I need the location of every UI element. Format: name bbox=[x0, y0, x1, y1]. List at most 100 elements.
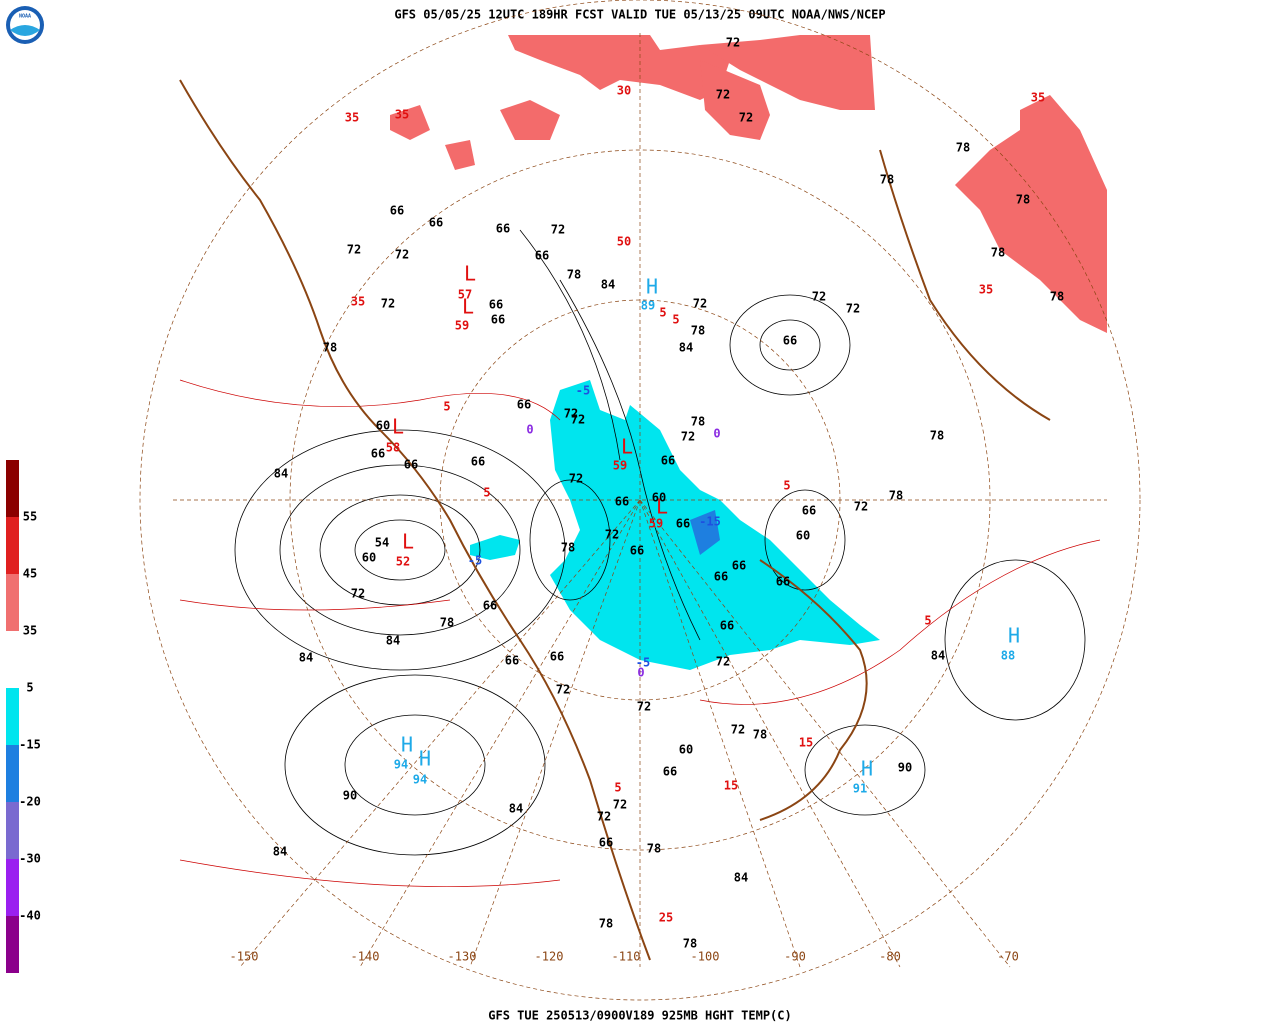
height-label: 66 bbox=[661, 454, 675, 468]
cold-label: 0 bbox=[526, 423, 533, 437]
center-value: 59 bbox=[649, 517, 663, 531]
height-label: 72 bbox=[739, 111, 753, 125]
center-symbol: H bbox=[861, 757, 873, 781]
height-label: 72 bbox=[731, 723, 745, 737]
color-swatch bbox=[6, 574, 19, 631]
height-label: 66 bbox=[491, 313, 505, 327]
height-label: 66 bbox=[489, 298, 503, 312]
longitude-label: -130 bbox=[448, 950, 477, 964]
height-label: 72 bbox=[726, 36, 740, 50]
height-label: 66 bbox=[599, 836, 613, 850]
color-swatch bbox=[6, 517, 19, 574]
temperature-label: 30 bbox=[617, 84, 631, 98]
height-label: 78 bbox=[691, 415, 705, 429]
color-swatch bbox=[6, 745, 19, 802]
height-label: 72 bbox=[716, 88, 730, 102]
height-label: 72 bbox=[854, 500, 868, 514]
center-value: 88 bbox=[1001, 649, 1015, 663]
height-label: 72 bbox=[347, 243, 361, 257]
center-symbol: H bbox=[646, 275, 658, 299]
color-swatch bbox=[6, 916, 19, 973]
color-swatch bbox=[6, 631, 19, 688]
color-label: -40 bbox=[19, 909, 41, 923]
center-value: 89 bbox=[641, 299, 655, 313]
cold-label: -15 bbox=[699, 515, 721, 529]
color-bar: 55 45 35 5 -15 -20 -30 -40 bbox=[6, 460, 41, 973]
temperature-label: 5 bbox=[614, 781, 621, 795]
center-value: 59 bbox=[613, 459, 627, 473]
height-label: 72 bbox=[381, 297, 395, 311]
map-area bbox=[139, 0, 1141, 1001]
temperature-label: 5 bbox=[659, 306, 666, 320]
height-label: 78 bbox=[561, 541, 575, 555]
map-title: GFS 05/05/25 12UTC 189HR FCST VALID TUE … bbox=[394, 8, 885, 22]
temperature-label: 35 bbox=[979, 283, 993, 297]
height-label: 84 bbox=[601, 278, 615, 292]
height-label: 72 bbox=[551, 223, 565, 237]
height-label: 66 bbox=[720, 619, 734, 633]
height-label: 78 bbox=[991, 246, 1005, 260]
height-label: 84 bbox=[679, 341, 693, 355]
height-label: 84 bbox=[509, 802, 523, 816]
height-label: 66 bbox=[783, 334, 797, 348]
height-label: 66 bbox=[471, 455, 485, 469]
height-label: 66 bbox=[371, 447, 385, 461]
height-label: 60 bbox=[652, 491, 666, 505]
height-label: 72 bbox=[351, 587, 365, 601]
height-label: 66 bbox=[496, 222, 510, 236]
color-swatch bbox=[6, 859, 19, 916]
temperature-label: 35 bbox=[351, 295, 365, 309]
height-label: 72 bbox=[571, 413, 585, 427]
height-label: 72 bbox=[681, 430, 695, 444]
temperature-label: 35 bbox=[395, 108, 409, 122]
height-label: 60 bbox=[679, 743, 693, 757]
height-label: 72 bbox=[564, 407, 578, 421]
height-label: 66 bbox=[390, 204, 404, 218]
color-label: 55 bbox=[23, 510, 37, 524]
height-label: 66 bbox=[663, 765, 677, 779]
logo-text: NOAA bbox=[19, 14, 31, 20]
height-label: 72 bbox=[716, 655, 730, 669]
center-value: 91 bbox=[853, 782, 867, 796]
height-label: 78 bbox=[889, 489, 903, 503]
height-label: 72 bbox=[605, 528, 619, 542]
center-symbol: H bbox=[419, 747, 431, 771]
color-swatch bbox=[6, 460, 19, 517]
height-label: 66 bbox=[630, 544, 644, 558]
center-value: 57 bbox=[458, 288, 472, 302]
height-label: 60 bbox=[796, 529, 810, 543]
temperature-label: 5 bbox=[672, 313, 679, 327]
height-label: 90 bbox=[898, 761, 912, 775]
longitude-label: -120 bbox=[535, 950, 564, 964]
height-label: 84 bbox=[931, 649, 945, 663]
height-label: 66 bbox=[615, 495, 629, 509]
center-value: 52 bbox=[396, 555, 410, 569]
height-label: 66 bbox=[429, 216, 443, 230]
temperature-label: 5 bbox=[483, 486, 490, 500]
height-label: 66 bbox=[517, 398, 531, 412]
height-label: 60 bbox=[362, 551, 376, 565]
color-label: 5 bbox=[26, 681, 33, 695]
height-label: 84 bbox=[274, 467, 288, 481]
temperature-label: 5 bbox=[924, 614, 931, 628]
color-label: 35 bbox=[23, 624, 37, 638]
map-labels: -150 -140 -130 -120 -110 -100 -90 -80 -70H89L57L… bbox=[230, 36, 1065, 964]
temperature-label: 35 bbox=[1031, 91, 1045, 105]
color-swatch bbox=[6, 688, 19, 745]
temperature-label: 5 bbox=[783, 479, 790, 493]
height-label: 72 bbox=[613, 798, 627, 812]
longitude-label: -150 bbox=[230, 950, 259, 964]
center-value: 59 bbox=[455, 319, 469, 333]
center-value: 94 bbox=[413, 773, 427, 787]
height-label: 90 bbox=[343, 789, 357, 803]
center-symbol: H bbox=[1008, 624, 1020, 648]
height-label: 78 bbox=[691, 324, 705, 338]
center-value: 94 bbox=[394, 758, 408, 772]
height-label: 66 bbox=[535, 249, 549, 263]
height-label: 66 bbox=[732, 559, 746, 573]
height-label: 66 bbox=[483, 599, 497, 613]
center-symbol: L bbox=[464, 262, 476, 286]
height-label: 78 bbox=[1016, 193, 1030, 207]
height-label: 72 bbox=[637, 700, 651, 714]
height-label: 78 bbox=[567, 268, 581, 282]
